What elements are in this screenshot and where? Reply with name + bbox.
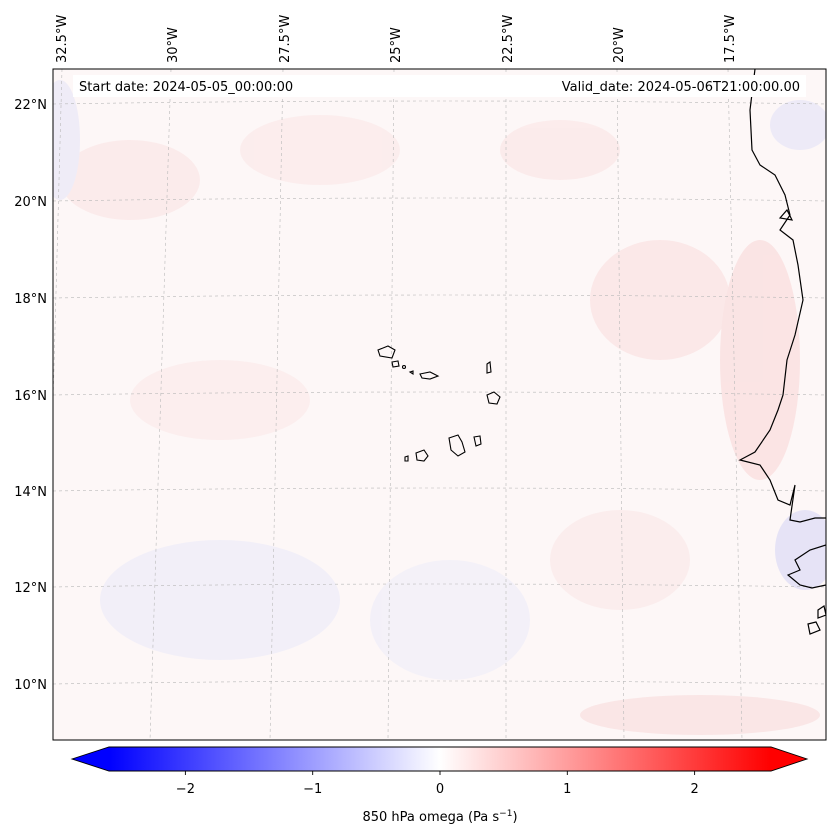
- lat-label: 10°N: [14, 678, 47, 693]
- lon-label: 32.5°W: [55, 15, 70, 63]
- lat-label: 18°N: [14, 292, 47, 307]
- longitude-labels: 32.5°W 30°W 27.5°W 25°W 22.5°W 20°W 17.5…: [55, 15, 738, 63]
- lat-label: 22°N: [14, 98, 47, 113]
- lat-label: 14°N: [14, 485, 47, 500]
- colorbar-tick-label: −2: [176, 782, 195, 797]
- colorbar-tick-label: 2: [690, 782, 698, 797]
- colorbar-tick-label: 1: [563, 782, 571, 797]
- start-date-label: Start date: 2024-05-05_00:00:00: [79, 80, 293, 95]
- coastline: [738, 69, 826, 635]
- map-panel: [53, 69, 826, 740]
- lon-label: 25°W: [389, 27, 404, 63]
- header-band: [73, 75, 806, 97]
- colorbar-body: [109, 747, 771, 771]
- graticule: [53, 69, 826, 740]
- lon-label: 20°W: [612, 27, 627, 63]
- cape-verde-islands: [377, 345, 501, 462]
- lat-label: 16°N: [14, 389, 47, 404]
- lon-label: 17.5°W: [723, 15, 738, 63]
- omega-field: [53, 80, 826, 735]
- map-frame: [52, 68, 827, 741]
- colorbar-tick-label: −1: [303, 782, 322, 797]
- lon-label: 27.5°W: [278, 15, 293, 63]
- lon-label: 22.5°W: [501, 15, 516, 63]
- valid-date-label: Valid_date: 2024-05-06T21:00:00.00: [562, 80, 800, 95]
- lon-label: 30°W: [166, 27, 181, 63]
- colorbar-tick-label: 0: [436, 782, 444, 797]
- lat-label: 20°N: [14, 195, 47, 210]
- colorbar-outline: [70, 746, 809, 772]
- colorbar-max-extend: [771, 747, 807, 771]
- lat-label: 12°N: [14, 581, 47, 596]
- latitude-labels: 22°N 20°N 18°N 16°N 14°N 12°N 10°N: [14, 98, 47, 693]
- colorbar: −2 −1 0 1 2 850 hPa omega (Pa s−1): [70, 746, 809, 825]
- colorbar-label: 850 hPa omega (Pa s−1): [362, 809, 517, 825]
- colorbar-ticks: −2 −1 0 1 2: [176, 771, 699, 797]
- colorbar-min-extend: [72, 747, 109, 771]
